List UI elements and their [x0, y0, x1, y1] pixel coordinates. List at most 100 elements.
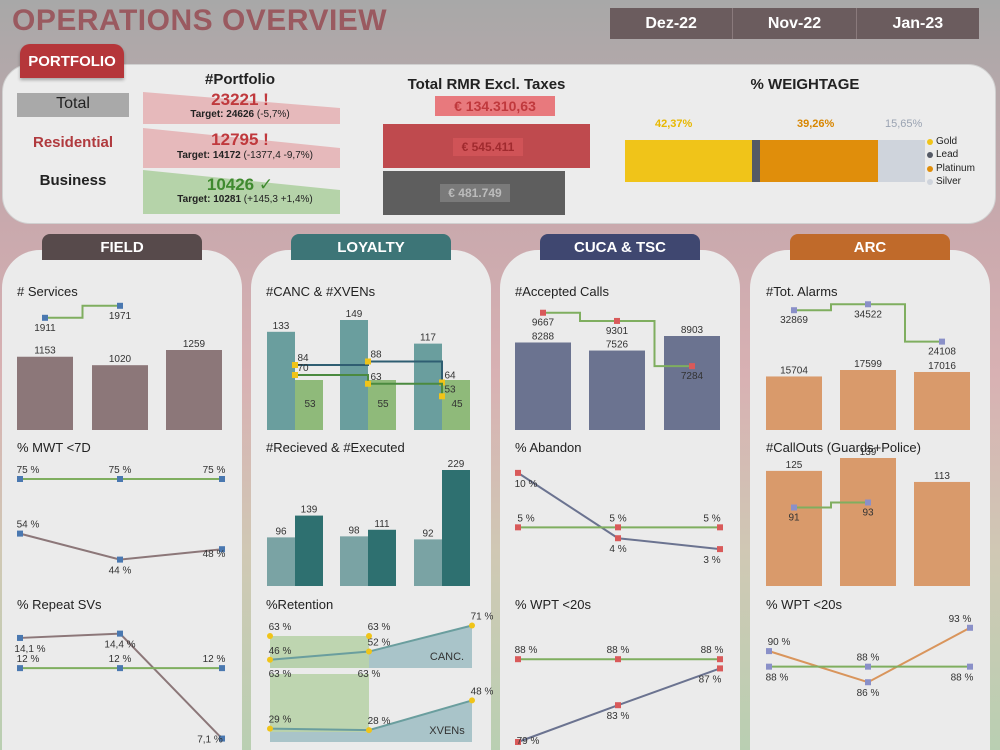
field-tab[interactable]: FIELD — [42, 234, 202, 260]
legend-lead-dot — [927, 152, 933, 158]
repeat-series-0-point-0 — [17, 634, 23, 641]
legend-gold: Gold — [936, 136, 958, 147]
callouts-bar-label-0: 125 — [786, 460, 803, 471]
wpt_arc-series-0-point-2 — [967, 624, 973, 631]
abandon-series-1-label-0: 5 % — [517, 513, 534, 524]
wpt_cuca-series-1-point-0 — [515, 656, 521, 663]
xven-bar-1 — [368, 380, 396, 430]
mwt-series-1-point-0 — [17, 476, 23, 482]
callouts-line-label-0: 91 — [788, 513, 800, 524]
rmr-value-1: € 134.310,63 — [454, 98, 536, 114]
xven-bar-2 — [442, 380, 470, 430]
accepted-bar-label-2: 8903 — [681, 325, 704, 336]
abandon-series-1-label-2: 5 % — [703, 513, 720, 524]
services-bar-0 — [17, 356, 73, 430]
canc-line1-label-2: 64 — [444, 371, 456, 382]
alarms-line-label-1: 34522 — [854, 309, 882, 320]
repeat-series-1-label-0: 12 % — [17, 654, 40, 665]
wpt_cuca-series-0-label-2: 87 % — [699, 674, 722, 685]
services-title: # Services — [17, 284, 78, 299]
accepted-bar-label-1: 7526 — [606, 340, 629, 351]
executed-bar-label-1: 111 — [374, 519, 390, 530]
legend-silver: Silver — [936, 176, 962, 187]
weight-platinum — [760, 140, 878, 182]
repeat-series-1-point-0 — [17, 665, 23, 672]
retention-xven-target-label-1: 63 % — [358, 669, 381, 680]
executed-bar-2 — [442, 470, 470, 586]
wpt_arc-series-1-label-1: 88 % — [857, 653, 880, 664]
mwt-series-0-label-2: 48 % — [203, 549, 226, 560]
cuca-tab[interactable]: CUCA & TSC — [540, 234, 700, 260]
mwt-series-1-point-2 — [219, 476, 225, 482]
retention-canc-target-point-1 — [366, 633, 372, 639]
accepted-line-label-1: 9301 — [606, 326, 629, 337]
retention-xven-point-2 — [469, 697, 475, 704]
retention-canc-target-label-1: 63 % — [368, 622, 391, 633]
callouts-title: #CallOuts (Guards+Police) — [766, 440, 921, 455]
repeat-series-1-label-2: 12 % — [203, 654, 226, 665]
canc-bar-2 — [414, 343, 442, 430]
callouts-bar-2 — [914, 481, 970, 586]
weight-platinum-label: 39,26% — [797, 118, 835, 130]
services-line-point-0 — [42, 314, 48, 321]
loyalty-tab[interactable]: LOYALTY — [291, 234, 451, 260]
business-target-label: Target: — [177, 194, 211, 205]
accepted-line-label-2: 7284 — [681, 371, 704, 382]
weightage-heading: % WEIGHTAGE — [750, 76, 860, 93]
callouts-line-point-0 — [791, 504, 797, 511]
wpt_arc-series-0-point-0 — [766, 648, 772, 655]
abandon-series-0-label-2: 3 % — [703, 555, 720, 566]
xven-bar-0 — [295, 380, 323, 430]
abandon-title: % Abandon — [515, 440, 582, 455]
accepted-bar-2 — [664, 336, 720, 430]
canc-line2-label-2: 53 — [444, 384, 456, 395]
received-bar-label-2: 92 — [422, 528, 434, 539]
abandon-series-1-point-0 — [515, 524, 521, 531]
services-line — [45, 304, 120, 319]
legend-silver-dot — [927, 179, 933, 185]
mwt-series-1-point-1 — [117, 476, 123, 482]
alarms-bar-label-1: 17599 — [854, 359, 882, 370]
alarms-line-point-0 — [791, 307, 797, 314]
rmr-bar-2-label-bg — [453, 138, 523, 156]
accepted-title: #Accepted Calls — [515, 284, 609, 299]
arc-tab[interactable]: ARC — [790, 234, 950, 260]
business-target-value: 10281 — [213, 194, 242, 205]
xven-bar-label-2: 45 — [451, 399, 463, 410]
canc-line1-point-0 — [292, 362, 298, 368]
callouts-bar-1 — [840, 458, 896, 586]
page-title: OPERATIONS OVERVIEW — [12, 4, 388, 37]
mwt-series-1-label-0: 75 % — [17, 465, 40, 476]
weight-silver — [878, 140, 925, 182]
retention-canc-series-label: CANC. — [430, 651, 464, 663]
rmr-value-2: € 545.411 — [461, 140, 515, 154]
business-wedge — [143, 170, 340, 214]
residential-target: Target: 14172 (-1377,4 -9,7%) — [150, 150, 340, 161]
portfolio-tab[interactable]: PORTFOLIO — [20, 44, 124, 78]
date-dez-22[interactable]: Dez-22 — [610, 8, 734, 39]
retention-canc-point-2 — [469, 622, 475, 629]
weight-gold-label: 42,37% — [655, 118, 693, 130]
accepted-bar-0 — [515, 342, 571, 430]
date-nov-22[interactable]: Nov-22 — [733, 8, 857, 39]
xven-bar-label-0: 53 — [304, 399, 316, 410]
abandon-series-0-point-1 — [615, 535, 621, 542]
received-title: #Recieved & #Executed — [266, 440, 405, 455]
date-jan-23[interactable]: Jan-23 — [892, 14, 944, 32]
residential-label: Residential — [32, 134, 114, 151]
date-selector: Dez-22 Nov-22 Jan-23 — [610, 8, 979, 39]
residential-target-delta: (-1377,4 -9,7%) — [243, 150, 313, 161]
wpt_cuca-series-1-point-2 — [717, 656, 723, 663]
wpt_arc-series-1-point-0 — [766, 663, 772, 670]
received-bar-label-1: 98 — [348, 525, 360, 536]
canc-line2-point-1 — [365, 380, 371, 387]
canc-bar-0 — [267, 331, 295, 430]
wpt_cuca-series-0-point-0 — [515, 739, 521, 745]
accepted-bar-label-0: 8288 — [532, 331, 555, 342]
accepted-bar-1 — [589, 350, 645, 430]
legend-lead: Lead — [936, 149, 959, 160]
alarms-line-point-1 — [865, 301, 871, 308]
canc-line1-point-1 — [365, 358, 371, 365]
